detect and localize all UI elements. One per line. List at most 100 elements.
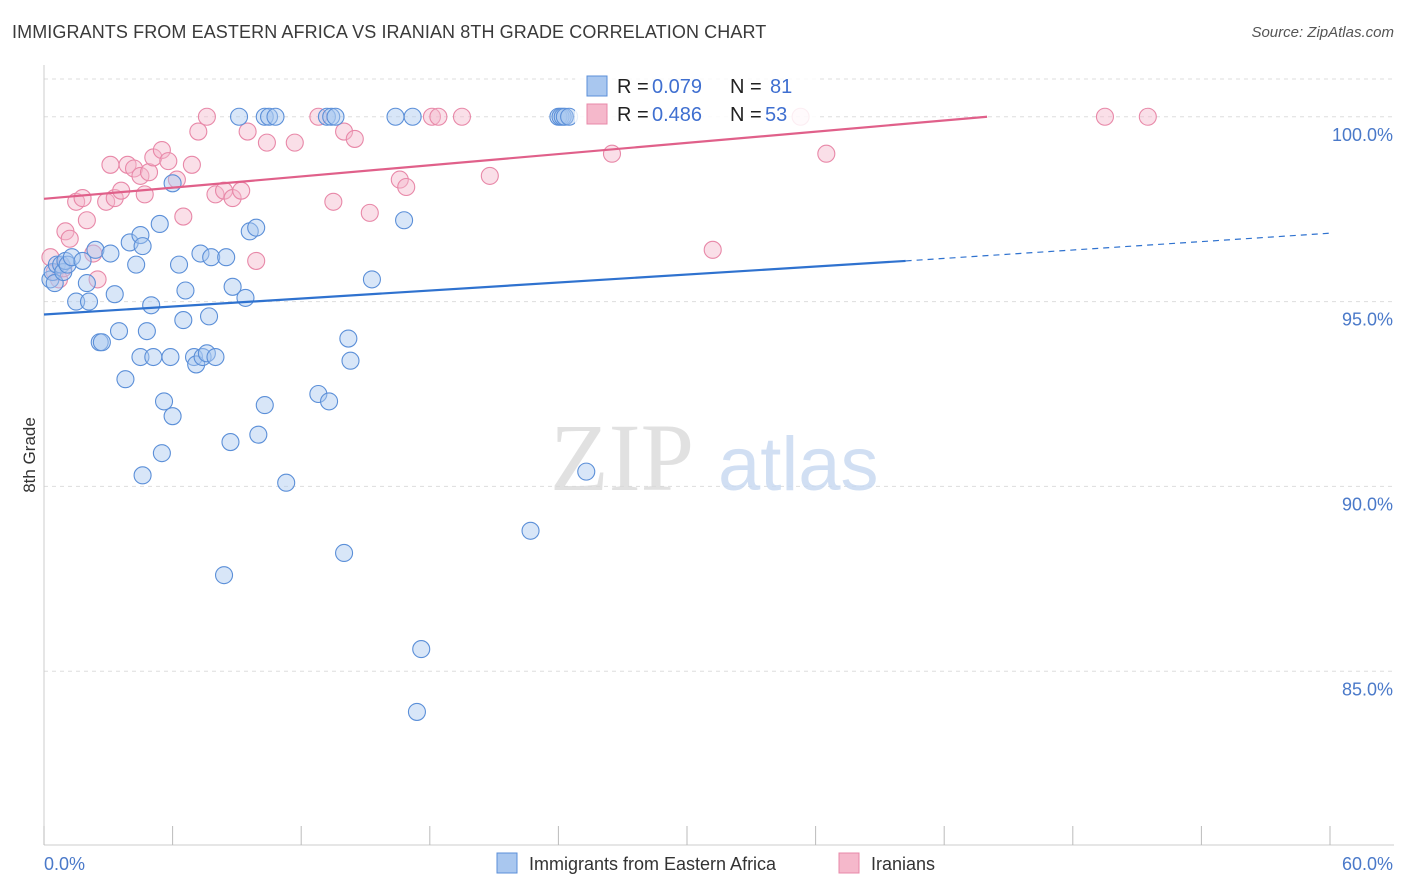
point-eastern-africa: [67, 292, 86, 311]
point-iranians: [324, 192, 343, 211]
y-tick-labels: 85.0% 90.0% 95.0% 100.0%: [1332, 125, 1393, 700]
point-eastern-africa: [144, 347, 163, 367]
chart-title: IMMIGRANTS FROM EASTERN AFRICA VS IRANIA…: [12, 22, 767, 42]
point-eastern-africa: [266, 107, 285, 126]
trend-line-eastern-africa-extension: [905, 232, 1331, 262]
point-eastern-africa: [77, 274, 96, 293]
point-eastern-africa: [152, 444, 171, 463]
point-eastern-africa: [577, 462, 596, 481]
point-eastern-africa: [73, 251, 92, 270]
point-iranians: [335, 122, 354, 141]
point-eastern-africa: [131, 225, 150, 245]
point-iranians: [602, 144, 622, 163]
point-eastern-africa: [191, 244, 210, 263]
series-eastern-africa: [41, 107, 596, 721]
point-iranians: [429, 107, 448, 126]
point-eastern-africa: [277, 473, 296, 492]
point-eastern-africa: [386, 107, 405, 126]
point-eastern-africa: [259, 107, 279, 126]
point-iranians: [703, 240, 722, 259]
point-eastern-africa: [133, 237, 152, 256]
point-iranians: [238, 122, 257, 141]
point-eastern-africa: [127, 255, 146, 274]
point-iranians: [397, 177, 416, 197]
point-eastern-africa: [92, 333, 111, 352]
point-iranians: [159, 152, 178, 171]
point-eastern-africa: [322, 107, 341, 126]
point-iranians: [152, 140, 171, 160]
stats-pink-n-value: 53: [765, 104, 787, 126]
point-iranians: [77, 211, 96, 230]
point-eastern-africa: [202, 248, 221, 267]
point-iranians: [422, 107, 441, 126]
stats-pink-n-label: N =: [730, 104, 762, 126]
point-iranians: [1095, 107, 1114, 126]
point-eastern-africa: [362, 270, 381, 289]
stats-blue-n-value: 81: [770, 76, 792, 98]
point-eastern-africa: [105, 285, 124, 304]
point-iranians: [101, 155, 120, 174]
point-iranians: [189, 122, 208, 141]
y-tick-label: 95.0%: [1342, 310, 1393, 330]
point-eastern-africa: [236, 288, 255, 307]
point-eastern-africa: [116, 370, 135, 389]
legend-pink-swatch: [838, 852, 860, 874]
point-eastern-africa: [412, 640, 431, 659]
x-tick-labels: 0.0% 60.0%: [44, 854, 1393, 874]
point-iranians: [1138, 107, 1157, 126]
legend-pink-label: Iranians: [871, 854, 935, 874]
point-eastern-africa: [403, 107, 422, 126]
point-eastern-africa: [174, 311, 193, 330]
source-label: Source: ZipAtlas.com: [1251, 24, 1394, 41]
trend-line-iranians: [43, 115, 988, 200]
legend-blue-swatch: [496, 852, 518, 874]
point-eastern-africa: [521, 521, 540, 540]
point-iranians: [197, 107, 216, 126]
point-eastern-africa: [161, 347, 180, 367]
point-eastern-africa: [249, 425, 268, 444]
watermark-zip: ZIP: [550, 404, 694, 511]
point-iranians: [345, 129, 364, 148]
stats-blue-r-value: 0.079: [652, 76, 702, 98]
point-eastern-africa: [395, 211, 414, 230]
point-eastern-africa: [335, 543, 354, 563]
stats-pink-swatch: [586, 103, 608, 125]
point-iranians: [360, 203, 379, 222]
point-eastern-africa: [223, 277, 242, 296]
axes: [43, 65, 1394, 846]
series-iranians: [41, 107, 1157, 289]
point-eastern-africa: [341, 351, 360, 370]
point-iranians: [139, 163, 159, 182]
point-eastern-africa: [133, 466, 152, 485]
point-eastern-africa: [326, 107, 345, 126]
y-tick-label: 100.0%: [1332, 125, 1393, 145]
point-iranians: [41, 248, 60, 267]
point-eastern-africa: [339, 329, 358, 348]
point-eastern-africa: [142, 296, 161, 315]
point-eastern-africa: [407, 702, 426, 721]
point-iranians: [257, 133, 276, 152]
legend-blue-label: Immigrants from Eastern Africa: [529, 854, 777, 874]
point-iranians: [817, 144, 836, 163]
legend: Immigrants from Eastern Africa Iranians: [496, 852, 935, 874]
stats-blue-r-label: R =: [617, 76, 649, 98]
point-eastern-africa: [154, 392, 174, 411]
point-iranians: [480, 166, 499, 185]
trend-lines: [43, 115, 1331, 316]
point-eastern-africa: [79, 292, 99, 311]
point-iranians: [452, 107, 472, 126]
point-iranians: [60, 229, 79, 248]
point-eastern-africa: [169, 255, 189, 274]
point-eastern-africa: [255, 396, 274, 415]
x-tick-label-min: 0.0%: [44, 854, 85, 874]
stats-pink-r-value: 0.486: [652, 104, 702, 126]
point-eastern-africa: [109, 322, 129, 341]
point-eastern-africa: [217, 248, 236, 267]
gridlines: [44, 78, 1394, 672]
point-eastern-africa: [137, 322, 156, 341]
point-eastern-africa: [214, 566, 234, 585]
point-eastern-africa: [163, 407, 182, 426]
point-iranians: [247, 251, 266, 270]
point-eastern-africa: [229, 107, 249, 126]
